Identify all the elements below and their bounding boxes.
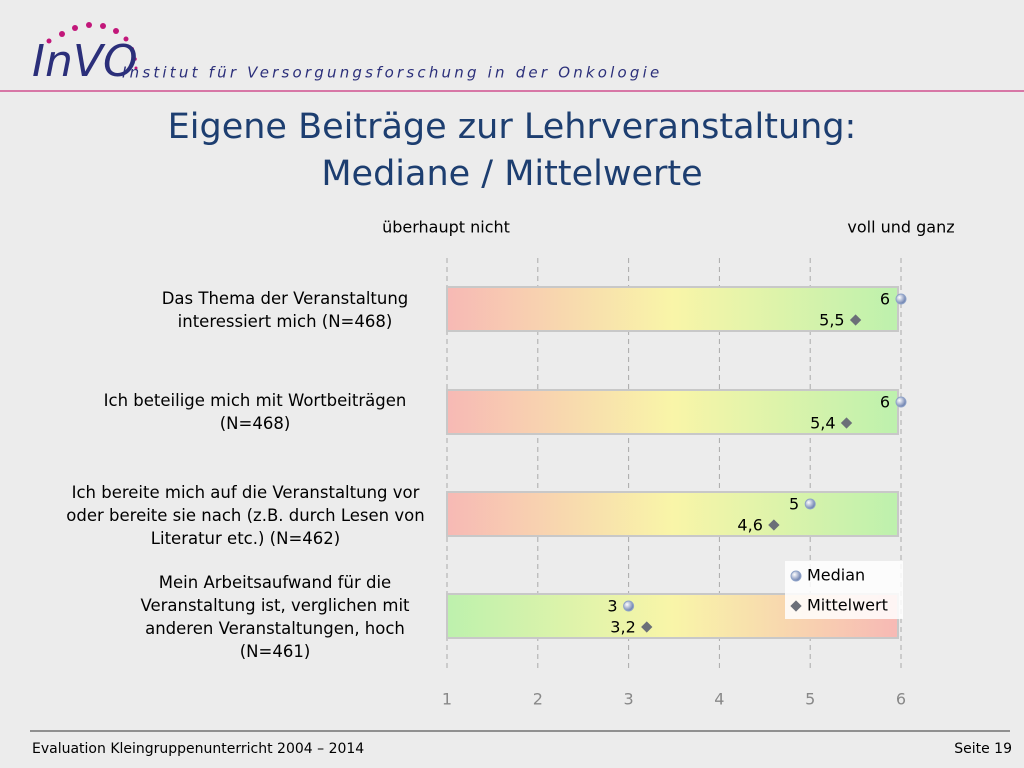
mean-diamond <box>641 621 653 633</box>
x-tick-label: 2 <box>533 690 543 709</box>
x-tick-label: 1 <box>442 690 452 709</box>
bar <box>446 389 899 435</box>
chart-subtitle: Mediane / Mittelwerte <box>321 154 702 194</box>
value-label: 3 <box>607 597 617 616</box>
category-label: Ich bereite mich auf die Veranstaltung v… <box>66 483 425 548</box>
value-label: 3,2 <box>610 618 635 637</box>
scale-high-label: voll und ganz <box>847 218 954 237</box>
mean-diamond <box>790 600 802 612</box>
institute-name: Institut für Versorgungsforschung in der… <box>122 64 662 82</box>
category-label: Ich beteilige mich mit Wortbeiträgen (N=… <box>103 391 407 433</box>
bar <box>446 286 899 332</box>
scale-low-label: überhaupt nicht <box>382 218 510 237</box>
mean-diamond <box>768 519 780 531</box>
footer-right: Seite 19 <box>954 741 1012 757</box>
legend-label: Median <box>807 566 865 585</box>
footer-left: Evaluation Kleingruppenunterricht 2004 –… <box>32 741 364 757</box>
category-label: Mein Arbeitsaufwand für die Veranstaltun… <box>140 573 410 661</box>
x-tick-label: 6 <box>896 690 906 709</box>
median-dot <box>895 293 907 305</box>
value-label: 5,5 <box>819 311 844 330</box>
x-tick-label: 5 <box>805 690 815 709</box>
legend-box <box>785 561 903 619</box>
value-label: 5,4 <box>810 414 835 433</box>
median-dot <box>623 600 635 612</box>
legend-label: Mittelwert <box>807 596 888 615</box>
chart-title: Eigene Beiträge zur Lehrveranstaltung: <box>168 107 857 147</box>
value-label: 6 <box>880 290 890 309</box>
mean-diamond <box>840 417 853 429</box>
x-tick-label: 4 <box>714 690 724 709</box>
mean-diamond <box>849 314 862 326</box>
logo-dots <box>46 22 138 70</box>
bar <box>446 491 899 537</box>
logo: InVO <box>32 36 138 87</box>
median-dot <box>804 498 816 510</box>
value-label: 6 <box>880 393 890 412</box>
value-label: 5 <box>789 495 799 514</box>
category-label: Das Thema der Veranstaltung interessiert… <box>161 289 409 331</box>
median-dot <box>790 570 802 582</box>
x-tick-label: 3 <box>624 690 634 709</box>
value-label: 4,6 <box>737 516 762 535</box>
median-dot <box>895 396 907 408</box>
